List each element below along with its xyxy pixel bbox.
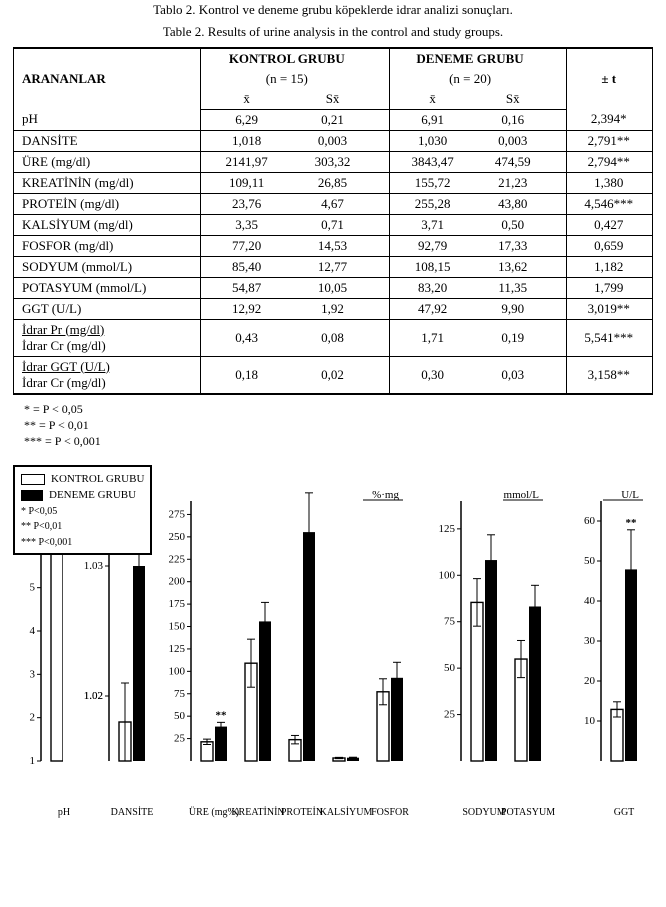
col-header-t: ± t (567, 48, 653, 110)
table-row: İdrar GGT (U/L)İdrar Cr (mg/dl)0,180,020… (14, 356, 653, 394)
svg-text:U/L: U/L (621, 489, 639, 501)
table-row: KALSİYUM (mg/dl)3,350,713,710,500,427 (14, 214, 653, 235)
chart-panel: U/L 10 20 30 40 50 60 ** (573, 487, 643, 767)
col-header-deneme: DENEME GRUBU (389, 48, 550, 69)
svg-text:**: ** (216, 709, 228, 721)
col-header-param: ARANANLAR (14, 48, 201, 110)
svg-text:100: 100 (439, 569, 456, 581)
svg-text:175: 175 (169, 598, 186, 610)
svg-text:40: 40 (584, 595, 596, 607)
legend-label-kontrol: KONTROL GRUBU (51, 472, 144, 487)
svg-text:3: 3 (30, 668, 36, 680)
svg-text:50: 50 (174, 710, 186, 722)
svg-text:1.02: 1.02 (84, 690, 103, 702)
chart-category-label: pH (34, 807, 94, 818)
chart-category-label: POTASYUM (498, 807, 558, 818)
svg-text:20: 20 (584, 675, 596, 687)
chart-legend: KONTROL GRUBU DENEME GRUBU * P<0,05 ** P… (13, 465, 152, 555)
svg-text:125: 125 (439, 523, 456, 535)
svg-text:50: 50 (584, 555, 596, 567)
chart-category-label: DANSİTE (102, 807, 162, 818)
chart-category-label: GGT (594, 807, 654, 818)
table-row: pH6,290,216,910,162,394* (14, 109, 653, 130)
svg-text:125: 125 (169, 643, 186, 655)
legend-swatch-open (21, 474, 45, 485)
deneme-se-h: Sx̄ (475, 89, 550, 110)
legend-label-deneme: DENEME GRUBU (49, 488, 136, 503)
svg-text:225: 225 (169, 553, 186, 565)
svg-text:275: 275 (169, 509, 186, 521)
svg-text:1.03: 1.03 (84, 560, 104, 572)
table-caption-en: Table 2. Results of urine analysis in th… (8, 24, 658, 40)
kontrol-se-h: Sx̄ (292, 89, 372, 110)
table-row: POTASYUM (mmol/L)54,8710,0583,2011,351,7… (14, 277, 653, 298)
svg-text:50: 50 (444, 662, 456, 674)
table-row: KREATİNİN (mg/dl)109,1126,85155,7221,231… (14, 172, 653, 193)
svg-text:30: 30 (584, 635, 596, 647)
svg-text:***: *** (301, 487, 318, 492)
urine-analysis-table: ARANANLAR KONTROL GRUBU DENEME GRUBU ± t… (13, 47, 653, 395)
chart-category-label: FOSFOR (360, 807, 420, 818)
kontrol-n: (n = 15) (200, 69, 372, 89)
svg-text:10: 10 (584, 715, 596, 727)
svg-text:100: 100 (169, 665, 186, 677)
svg-text:**: ** (626, 517, 638, 529)
table-caption-tr: Tablo 2. Kontrol ve deneme grubu köpekle… (8, 2, 658, 18)
svg-text:%·mg: %·mg (372, 489, 399, 501)
table-row: DANSİTE1,0180,0031,0300,0032,791** (14, 130, 653, 151)
svg-text:150: 150 (169, 621, 186, 633)
svg-text:25: 25 (174, 733, 186, 745)
deneme-n: (n = 20) (389, 69, 550, 89)
kontrol-mean-h: x̄ (200, 89, 292, 110)
svg-text:4: 4 (30, 625, 36, 637)
svg-text:60: 60 (584, 515, 596, 527)
col-header-kontrol: KONTROL GRUBU (200, 48, 372, 69)
svg-text:mmol/L: mmol/L (504, 489, 540, 501)
legend-swatch-solid (21, 490, 43, 501)
svg-text:5: 5 (30, 582, 36, 594)
table-row: SODYUM (mmol/L)85,4012,77108,1513,621,18… (14, 256, 653, 277)
chart-panel: mmol/L 25 50 75 100 125 (433, 487, 543, 767)
footnote-3: *** = P < 0,001 (24, 433, 658, 449)
footnote-2: ** = P < 0,01 (24, 417, 658, 433)
footnote-1: * = P < 0,05 (24, 401, 658, 417)
table-row: FOSFOR (mg/dl)77,2014,5392,7917,330,659 (14, 235, 653, 256)
table-row: ÜRE (mg/dl)2141,97303,323843,47474,592,7… (14, 151, 653, 172)
svg-text:25: 25 (444, 709, 456, 721)
svg-text:75: 75 (444, 616, 456, 628)
legend-sig-1: * P<0,05 (21, 505, 144, 519)
urine-bar-chart: KONTROL GRUBU DENEME GRUBU * P<0,05 ** P… (13, 461, 653, 791)
legend-sig-3: *** P<0,001 (21, 536, 144, 550)
table-row: İdrar Pr (mg/dl)İdrar Cr (mg/dl)0,430,08… (14, 319, 653, 356)
svg-text:75: 75 (174, 688, 186, 700)
legend-sig-2: ** P<0,01 (21, 520, 144, 534)
table-row: PROTEİN (mg/dl)23,764,67255,2843,804,546… (14, 193, 653, 214)
svg-text:200: 200 (169, 576, 186, 588)
table-footnotes: * = P < 0,05 ** = P < 0,01 *** = P < 0,0… (24, 401, 658, 450)
deneme-mean-h: x̄ (389, 89, 475, 110)
svg-text:2: 2 (30, 712, 36, 724)
svg-text:1: 1 (30, 755, 36, 767)
chart-panel: %·mg255075100125150175200225250275***** (163, 487, 403, 767)
svg-text:250: 250 (169, 531, 186, 543)
table-row: GGT (U/L)12,921,9247,929,903,019** (14, 298, 653, 319)
